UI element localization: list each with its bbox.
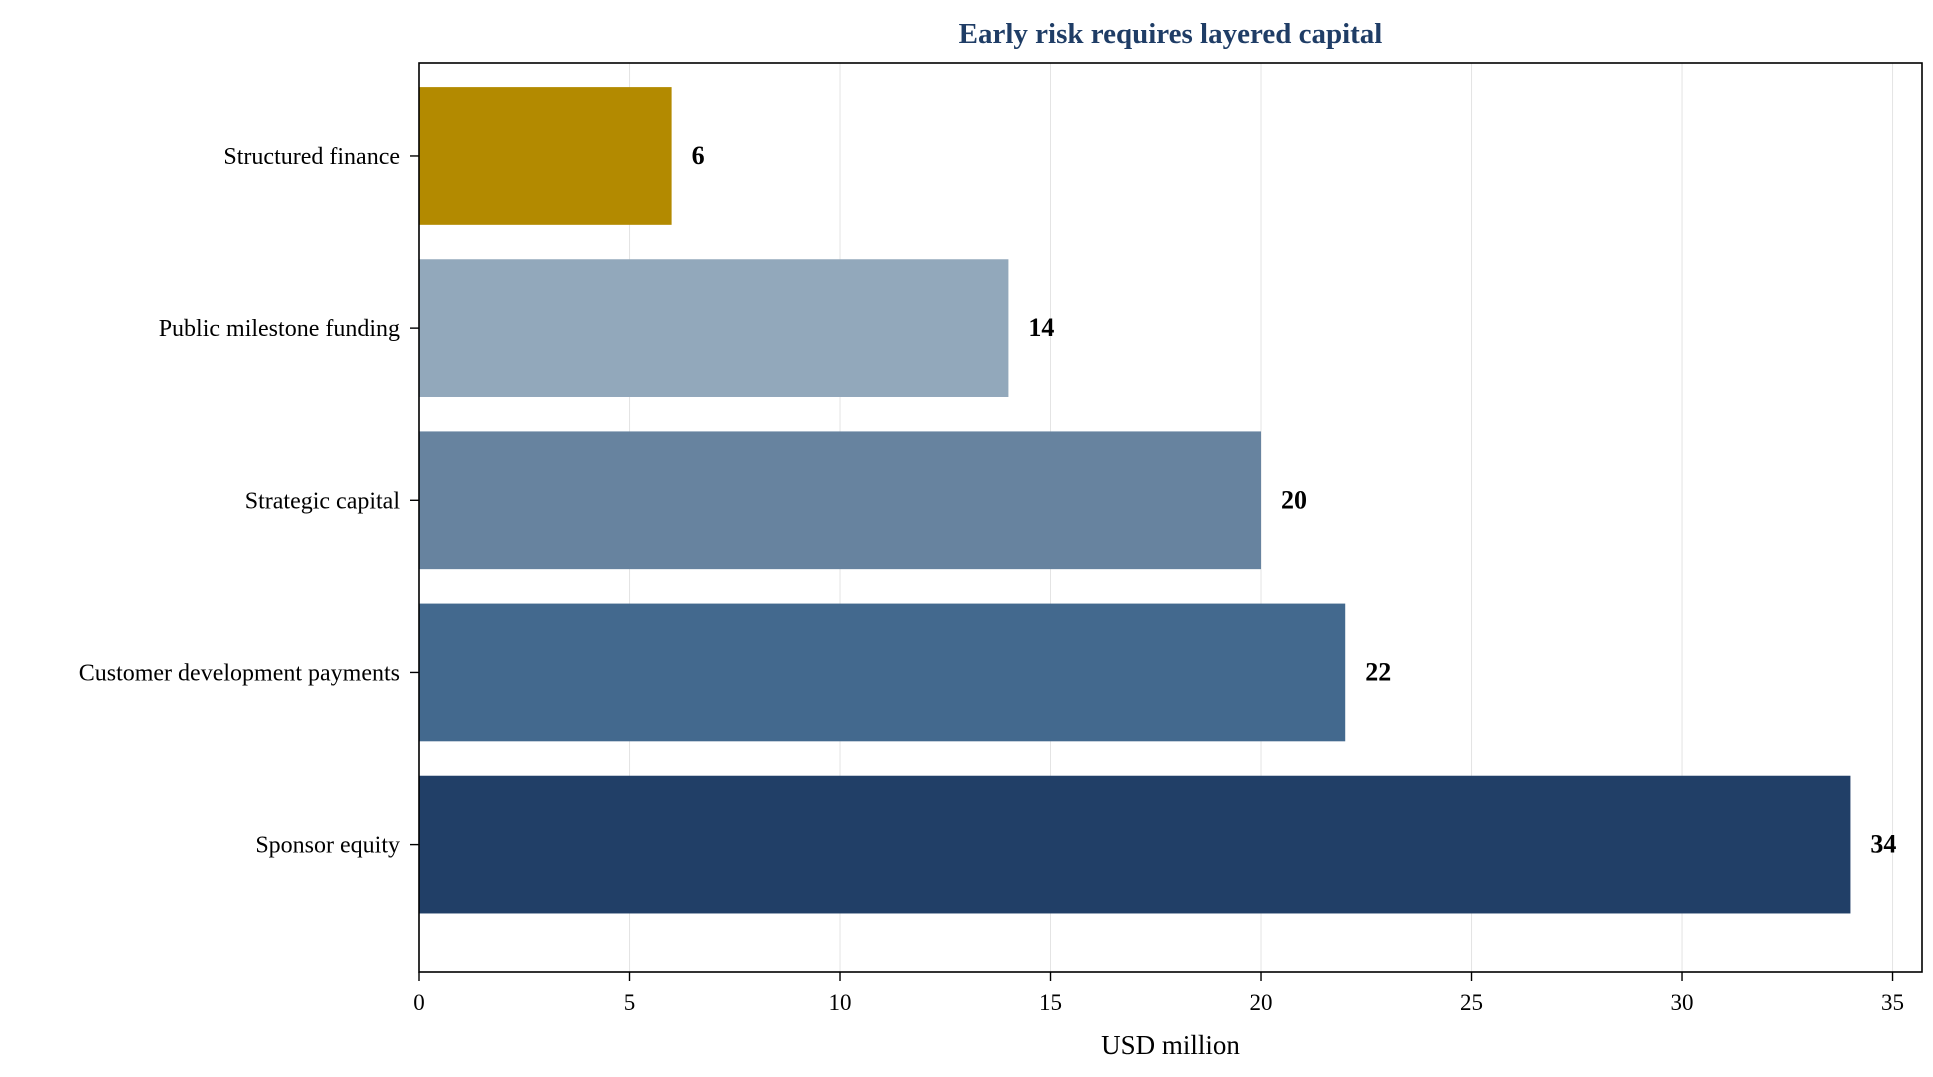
category-label: Public milestone funding [159,316,400,342]
value-label: 22 [1365,657,1391,686]
value-label: 20 [1281,485,1307,514]
x-tick-label: 35 [1881,990,1904,1015]
bar [419,87,672,225]
x-tick-label: 30 [1671,990,1694,1015]
axis-ticks: 0 5 10 15 20 25 30 35 [410,155,1904,1015]
chart-title: Early risk requires layered capital [959,18,1383,50]
labels: Structured finance 6 Public milestone fund… [79,141,1897,859]
category-label: Customer development payments [79,660,400,686]
bar [419,603,1346,742]
category-label: Sponsor equity [255,833,400,859]
x-tick-label: 5 [624,990,636,1015]
x-tick-label: 0 [413,990,425,1015]
category-label: Strategic capital [245,488,401,514]
x-tick-label: 10 [829,990,852,1015]
value-label: 34 [1870,830,1896,859]
value-label: 6 [692,141,705,170]
x-tick-label: 20 [1250,990,1273,1015]
x-axis-label: USD million [1101,1030,1240,1060]
x-tick-label: 25 [1460,990,1483,1015]
x-tick-label: 15 [1039,990,1062,1015]
category-label: Structured finance [223,144,400,170]
plot-frame [418,62,1923,973]
bar [419,431,1262,570]
bar [419,259,1009,397]
bar [419,775,1851,914]
value-label: 14 [1028,313,1054,342]
bars [419,87,1851,914]
